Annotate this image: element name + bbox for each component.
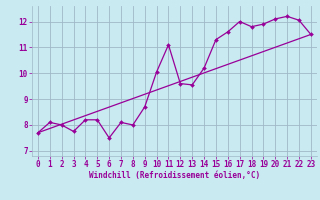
- X-axis label: Windchill (Refroidissement éolien,°C): Windchill (Refroidissement éolien,°C): [89, 171, 260, 180]
